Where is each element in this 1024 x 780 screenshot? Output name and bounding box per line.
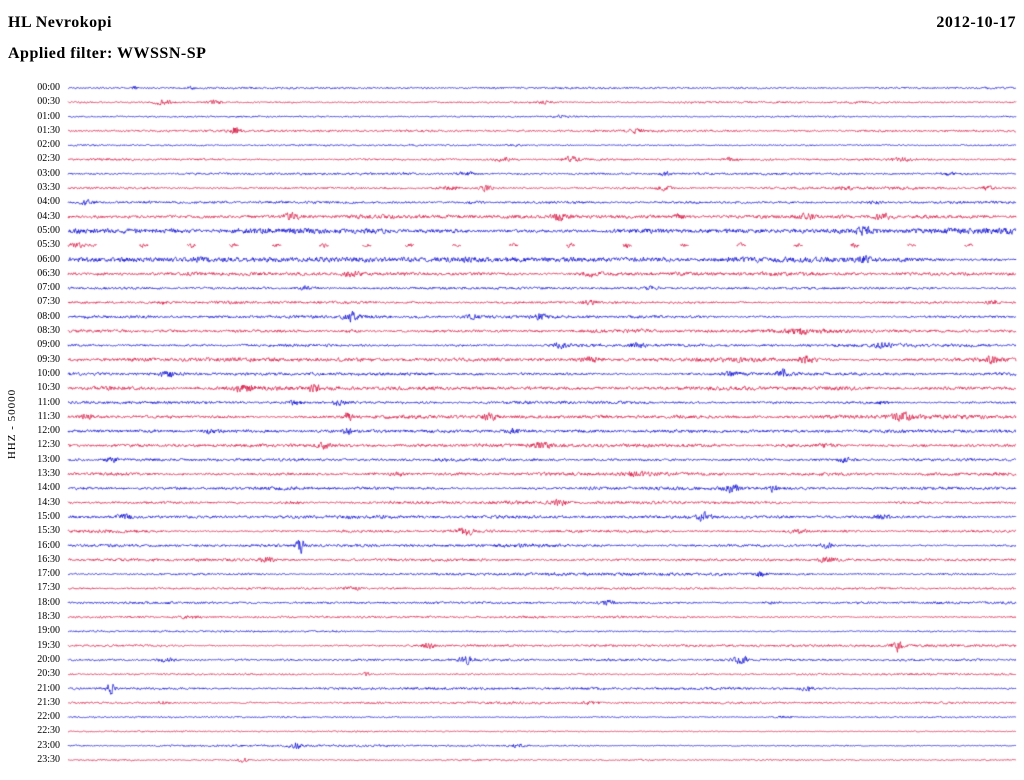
time-label: 03:00 bbox=[37, 167, 60, 179]
time-label: 10:30 bbox=[37, 382, 60, 394]
time-label: 14:00 bbox=[37, 482, 60, 494]
time-label: 01:30 bbox=[37, 124, 60, 136]
time-label: 04:00 bbox=[37, 196, 60, 208]
time-label: 12:00 bbox=[37, 425, 60, 437]
time-label: 13:30 bbox=[37, 468, 60, 480]
filter-label: Applied filter: WWSSN-SP bbox=[8, 45, 207, 62]
time-label: 23:00 bbox=[37, 739, 60, 751]
time-label: 20:00 bbox=[37, 653, 60, 665]
time-label: 11:30 bbox=[37, 410, 60, 422]
time-label: 22:30 bbox=[37, 725, 60, 737]
time-label: 05:00 bbox=[37, 224, 60, 236]
time-label: 13:00 bbox=[37, 453, 60, 465]
time-label: 12:30 bbox=[37, 439, 60, 451]
time-label: 02:30 bbox=[37, 153, 60, 165]
time-label: 10:00 bbox=[37, 367, 60, 379]
time-label: 08:00 bbox=[37, 310, 60, 322]
time-label: 02:00 bbox=[37, 139, 60, 151]
time-label: 20:30 bbox=[37, 668, 60, 680]
time-label: 09:00 bbox=[37, 339, 60, 351]
time-label: 17:00 bbox=[37, 568, 60, 580]
time-label: 19:00 bbox=[37, 625, 60, 637]
station-title: HL Nevrokopi bbox=[8, 14, 112, 31]
time-label: 04:30 bbox=[37, 210, 60, 222]
time-label: 21:30 bbox=[37, 696, 60, 708]
time-label: 11:00 bbox=[37, 396, 60, 408]
time-label: 14:30 bbox=[37, 496, 60, 508]
time-label: 15:00 bbox=[37, 510, 60, 522]
date-label: 2012-10-17 bbox=[936, 14, 1016, 31]
time-label: 00:30 bbox=[37, 96, 60, 108]
time-label: 09:30 bbox=[37, 353, 60, 365]
time-label: 18:00 bbox=[37, 596, 60, 608]
time-label: 06:30 bbox=[37, 267, 60, 279]
time-label: 16:00 bbox=[37, 539, 60, 551]
time-label: 17:30 bbox=[37, 582, 60, 594]
time-label: 03:30 bbox=[37, 182, 60, 194]
time-label: 07:00 bbox=[37, 282, 60, 294]
time-label: 22:00 bbox=[37, 711, 60, 723]
time-label: 05:30 bbox=[37, 239, 60, 251]
time-label: 07:30 bbox=[37, 296, 60, 308]
time-label: 18:30 bbox=[37, 611, 60, 623]
time-label: 06:00 bbox=[37, 253, 60, 265]
time-label: 23:30 bbox=[37, 754, 60, 765]
time-axis: 00:00 00:30 01:00 01:30 02:00 02:30 03:00 03:30… bbox=[0, 0, 62, 780]
time-label: 01:00 bbox=[37, 110, 60, 122]
time-label: 00:00 bbox=[37, 82, 60, 93]
time-label: 16:30 bbox=[37, 553, 60, 565]
time-label: 19:30 bbox=[37, 639, 60, 651]
time-label: 21:00 bbox=[37, 682, 60, 694]
time-label: 08:30 bbox=[37, 325, 60, 337]
time-label: 15:30 bbox=[37, 525, 60, 537]
